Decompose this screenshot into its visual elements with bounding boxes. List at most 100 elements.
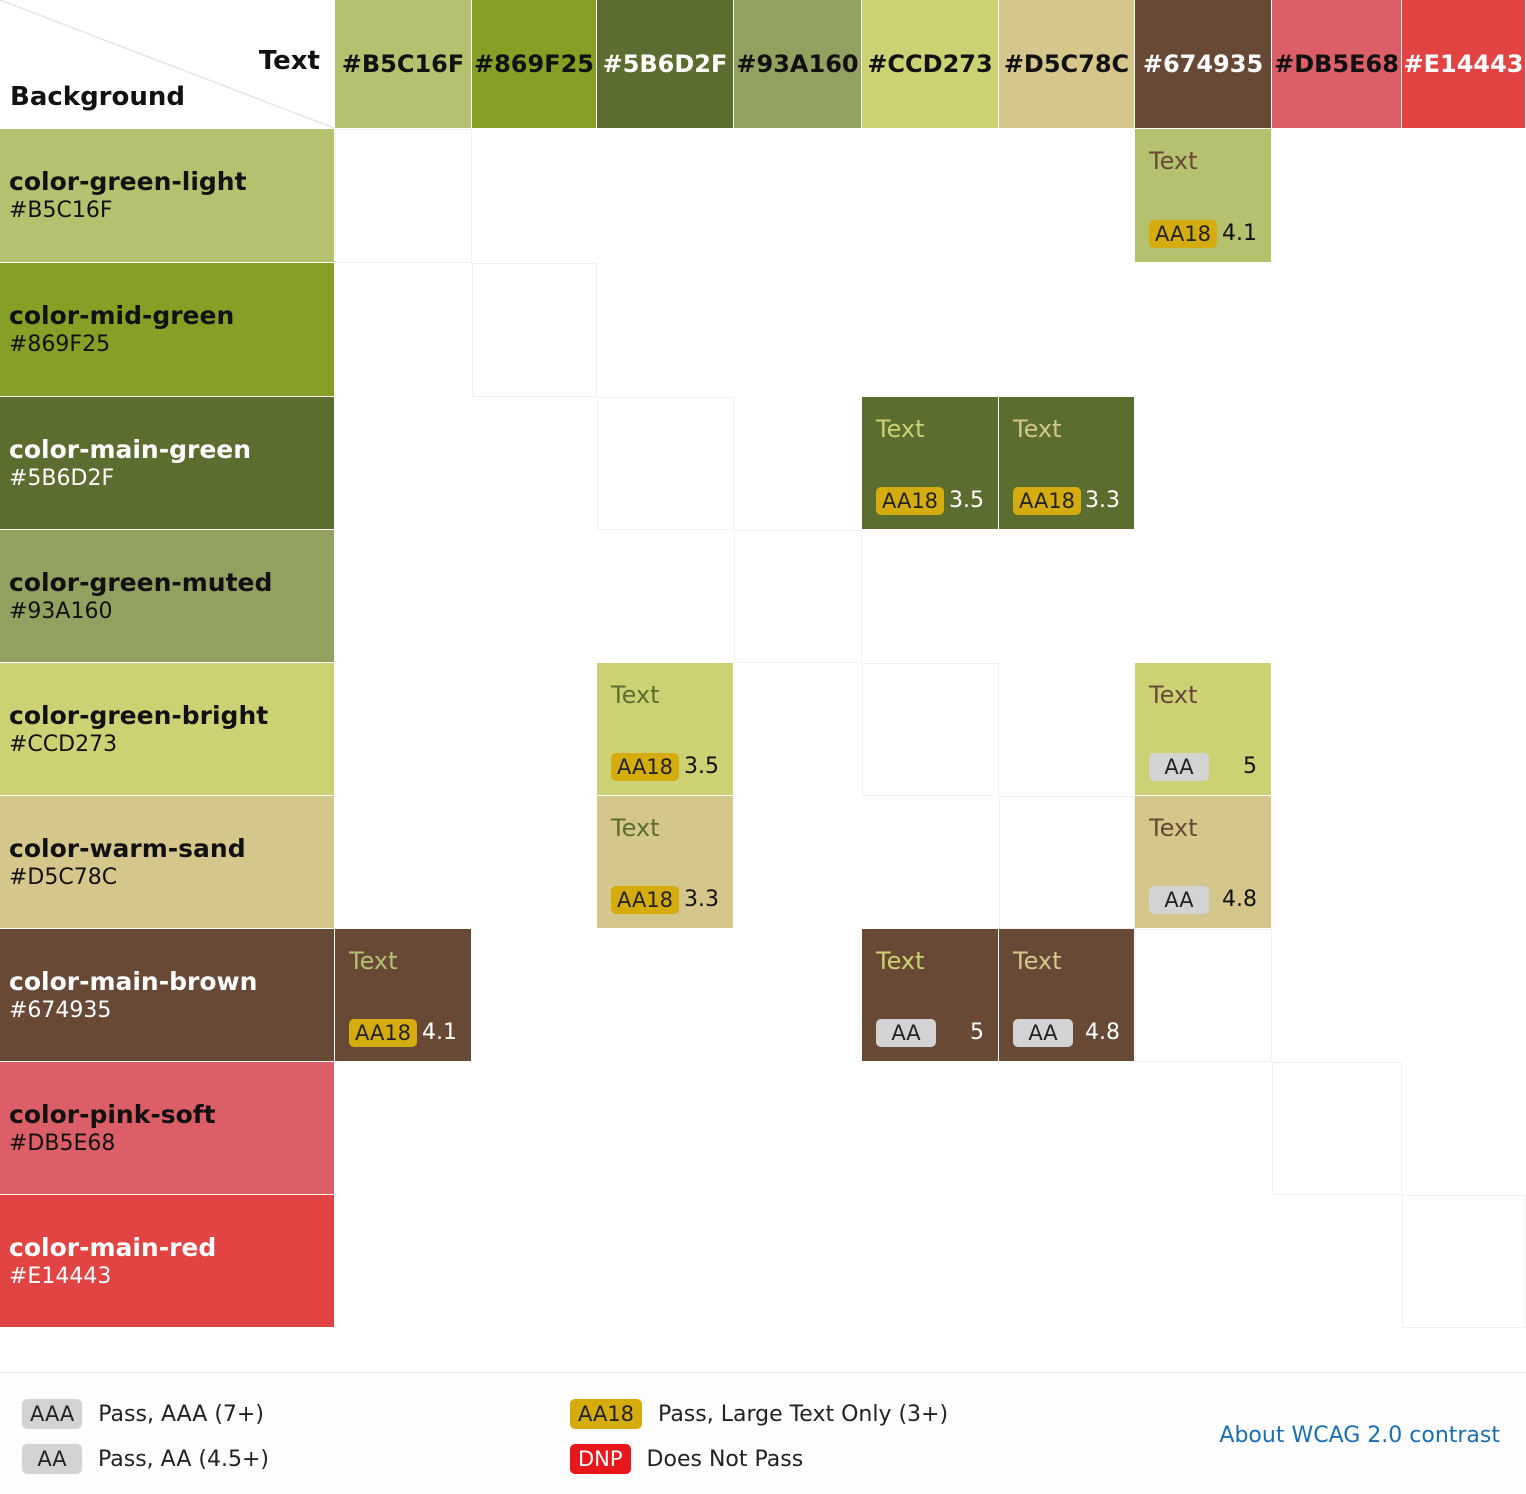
matrix-cell: Text AA18 4.1 [1135, 129, 1271, 262]
aa18-badge: AA18 [611, 886, 680, 914]
contrast-ratio: 4.1 [422, 1020, 457, 1045]
row-color-name: color-green-light [9, 167, 247, 196]
matrix-cell: Text AA18 3.3 [999, 397, 1134, 529]
aa18-badge: AA18 [1149, 220, 1218, 248]
row-header-color-green-bright: color-green-bright #CCD273 [0, 663, 334, 795]
matrix-cell: Text AA18 3.5 [597, 663, 733, 795]
sample-text: Text [611, 681, 660, 709]
row-color-name: color-main-red [9, 1232, 217, 1262]
row-header-color-warm-sand: color-warm-sand #D5C78C [0, 796, 334, 928]
row-color-hex: #DB5E68 [9, 1130, 116, 1156]
contrast-ratio: 5 [1243, 754, 1257, 779]
matrix-cell: Text AA18 3.5 [862, 397, 998, 529]
legend-item-aa18: AA18 Pass, Large Text Only (3+) [570, 1399, 948, 1429]
matrix-cell-same-color [734, 530, 862, 663]
column-header-color-green-bright: #CCD273 [862, 0, 998, 128]
row-color-hex: #CCD273 [9, 731, 118, 757]
row-header-color-green-muted: color-green-muted #93A160 [0, 530, 334, 662]
row-color-name: color-main-green [9, 434, 252, 464]
row-header-color-pink-soft: color-pink-soft #DB5E68 [0, 1062, 334, 1194]
matrix-cell-same-color [1135, 929, 1272, 1062]
column-header-color-main-brown: #674935 [1135, 0, 1271, 128]
contrast-ratio: 5 [970, 1020, 984, 1045]
contrast-ratio: 3.5 [684, 754, 719, 779]
row-header-color-mid-green: color-mid-green #869F25 [0, 263, 334, 396]
text-axis-label: Text [258, 46, 320, 76]
aa18-badge: AA18 [611, 753, 680, 781]
legend-label-aa18: Pass, Large Text Only (3+) [658, 1401, 949, 1427]
matrix-cell: Text AA18 3.3 [597, 796, 733, 928]
sample-text: Text [1013, 947, 1062, 975]
row-color-name: color-green-muted [9, 567, 273, 597]
contrast-ratio: 4.8 [1085, 1020, 1120, 1045]
contrast-ratio: 3.3 [1085, 488, 1120, 513]
row-color-hex: #674935 [9, 997, 112, 1023]
column-header-color-green-muted: #93A160 [734, 0, 861, 128]
column-header-color-green-light: #B5C16F [335, 0, 471, 128]
aa-badge: AA [1149, 886, 1209, 914]
row-color-name: color-pink-soft [9, 1099, 216, 1129]
row-color-hex: #B5C16F [9, 198, 113, 223]
row-color-hex: #5B6D2F [9, 465, 115, 491]
row-color-hex: #93A160 [9, 598, 113, 624]
row-header-color-main-brown: color-main-brown #674935 [0, 929, 334, 1061]
sample-text: Text [876, 947, 925, 975]
about-wcag-contrast-link[interactable]: About WCAG 2.0 contrast [1219, 1423, 1500, 1448]
matrix-cell-same-color [472, 263, 597, 397]
legend-item-aa: AA Pass, AA (4.5+) [22, 1444, 269, 1474]
column-header-color-main-green: #5B6D2F [597, 0, 733, 128]
contrast-matrix: Text Background #B5C16F #869F25 #5B6D2F #93… [0, 0, 1526, 1328]
legend-label-aaa: Pass, AAA (7+) [98, 1401, 264, 1427]
row-header-color-green-light: color-green-light #B5C16F [0, 129, 334, 262]
matrix-cell: Text AA 4.8 [999, 929, 1134, 1061]
aa18-badge: AA18 [876, 487, 945, 515]
row-color-hex: #869F25 [9, 332, 111, 357]
contrast-ratio: 3.5 [949, 488, 984, 513]
aa-badge: AA [22, 1444, 82, 1474]
column-header-color-pink-soft: #DB5E68 [1272, 0, 1401, 128]
legend-item-dnp: DNP Does Not Pass [570, 1444, 803, 1474]
row-color-name: color-mid-green [9, 301, 235, 330]
row-color-hex: #E14443 [9, 1263, 112, 1289]
column-header-color-warm-sand: #D5C78C [999, 0, 1134, 128]
contrast-ratio: 4.1 [1222, 221, 1257, 246]
contrast-ratio: 4.8 [1222, 887, 1257, 912]
sample-text: Text [1149, 814, 1198, 842]
legend-label-dnp: Does Not Pass [646, 1446, 804, 1472]
matrix-cell-same-color [862, 663, 999, 796]
column-header-color-mid-green: #869F25 [472, 0, 596, 128]
matrix-cell-same-color [335, 129, 472, 263]
corner-diagonal-divider [0, 0, 334, 128]
matrix-cell-same-color [1402, 1195, 1526, 1328]
row-header-color-main-green: color-main-green #5B6D2F [0, 397, 334, 529]
background-axis-label: Background [10, 82, 185, 112]
aa18-badge: AA18 [349, 1019, 418, 1047]
sample-text: Text [349, 947, 398, 975]
row-header-color-main-red: color-main-red #E14443 [0, 1195, 334, 1327]
legend-item-aaa: AAA Pass, AAA (7+) [22, 1399, 264, 1429]
column-header-color-main-red: #E14443 [1402, 0, 1525, 128]
sample-text: Text [1149, 681, 1198, 709]
sample-text: Text [876, 415, 925, 443]
matrix-cell: Text AA 5 [1135, 663, 1271, 795]
dnp-badge: DNP [570, 1444, 631, 1474]
sample-text: Text [1013, 415, 1062, 443]
sample-text: Text [1149, 147, 1198, 175]
aa-badge: AA [1149, 753, 1209, 781]
legend-bar: AAA Pass, AAA (7+) AA Pass, AA (4.5+) AA… [0, 1372, 1526, 1494]
matrix-cell: Text AA 5 [862, 929, 998, 1061]
matrix-cell-same-color [597, 397, 734, 530]
matrix-cell: Text AA18 4.1 [335, 929, 471, 1061]
legend-label-aa: Pass, AA (4.5+) [98, 1446, 269, 1472]
matrix-corner-header: Text Background [0, 0, 334, 128]
row-color-name: color-warm-sand [9, 833, 246, 863]
aa-badge: AA [876, 1019, 936, 1047]
matrix-cell-same-color [1272, 1062, 1402, 1195]
aa18-badge: AA18 [1013, 487, 1082, 515]
aaa-badge: AAA [22, 1399, 83, 1429]
matrix-cell-same-color [999, 796, 1135, 929]
aa18-badge: AA18 [570, 1399, 643, 1429]
sample-text: Text [611, 814, 660, 842]
contrast-ratio: 3.3 [684, 887, 719, 912]
row-color-hex: #D5C78C [9, 864, 118, 890]
